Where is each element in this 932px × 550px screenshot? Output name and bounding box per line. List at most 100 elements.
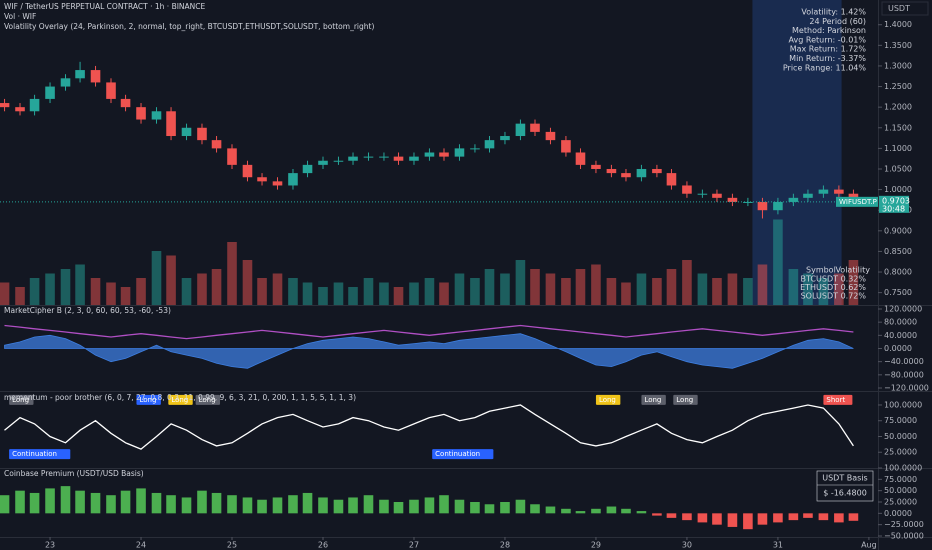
bar: [257, 278, 267, 305]
bar: [227, 242, 237, 305]
candle-body: [166, 111, 176, 137]
bar: [227, 495, 237, 514]
candle-body: [302, 164, 313, 174]
signal-box: [9, 449, 71, 460]
candle-body: [666, 173, 677, 186]
bar: [848, 513, 859, 521]
candle-body: [788, 197, 799, 202]
y-tick-label: 0.7500: [884, 288, 912, 297]
bar: [75, 264, 85, 305]
bar: [166, 255, 176, 305]
bar: [15, 490, 25, 514]
candle-body: [257, 177, 267, 182]
bar: [120, 287, 131, 305]
bar: [211, 269, 222, 305]
candle-body: [834, 189, 844, 194]
bar: [470, 502, 480, 514]
candle-body: [712, 193, 722, 198]
candle-body: [348, 156, 358, 161]
bar: [712, 513, 722, 525]
bar: [90, 492, 101, 514]
bar: [575, 269, 586, 305]
bar: [409, 282, 419, 305]
bar: [470, 278, 480, 305]
bar: [697, 273, 708, 305]
candle-body: [439, 152, 449, 157]
candle-body: [818, 189, 829, 194]
x-tick-label: 24: [136, 541, 146, 550]
bar: [515, 260, 526, 305]
price-label: 0.9703: [882, 196, 910, 205]
bar: [288, 278, 298, 305]
candle-body: [120, 98, 131, 108]
bar: [530, 504, 540, 514]
signal-box: [9, 394, 34, 405]
bar: [0, 495, 10, 514]
y-tick-label: 0.8500: [884, 247, 912, 256]
candle-body: [151, 111, 162, 120]
bar: [818, 278, 829, 305]
bar: [697, 513, 708, 523]
candle-body: [0, 103, 10, 108]
bar: [302, 282, 313, 305]
bar: [29, 278, 40, 305]
bar: [500, 273, 510, 305]
bar: [773, 513, 783, 523]
bar: [712, 278, 722, 305]
bar: [727, 513, 738, 527]
bar: [803, 513, 813, 518]
candle-body: [136, 107, 146, 120]
line: [4, 324, 854, 340]
bar: [348, 497, 358, 514]
signal-label: Long: [676, 396, 693, 404]
candle-body: [197, 127, 207, 141]
signal-box: [673, 394, 698, 405]
y-tick-label: 75.0000: [884, 475, 917, 484]
stats-line: Price Range: 11.04%: [783, 63, 867, 72]
stats-line: Method: Parkinson: [792, 26, 866, 35]
table-cell: 0.72%: [841, 292, 867, 301]
currency-box[interactable]: [881, 1, 929, 16]
candle-body: [757, 201, 768, 211]
bar: [136, 488, 146, 514]
bar: [106, 495, 116, 514]
bar: [60, 269, 71, 305]
signal-box: [823, 394, 853, 405]
candle-body: [484, 140, 495, 149]
bar: [666, 269, 677, 305]
y-tick-label: 1.3500: [884, 41, 912, 50]
candle-body: [363, 156, 374, 158]
x-tick-label: 31: [773, 541, 783, 550]
candle-body: [454, 148, 465, 157]
x-tick-label: 26: [318, 541, 328, 550]
price-label-box: [879, 195, 909, 213]
chart-title: WIF / TetherUS PERPETUAL CONTRACT · 1h ·…: [4, 2, 206, 11]
bar: [257, 499, 267, 514]
candle-body: [743, 201, 753, 203]
candle-body: [545, 131, 556, 141]
candle-body: [15, 107, 25, 112]
currency-label[interactable]: USDT: [888, 4, 910, 13]
bar: [318, 497, 328, 514]
bar: [530, 269, 540, 305]
basis-box: [816, 470, 874, 502]
y-tick-label: 0.8000: [884, 268, 912, 277]
candle-body: [500, 136, 510, 141]
candle-body: [409, 156, 419, 161]
bar: [757, 513, 768, 525]
signal-label: Continuation: [12, 450, 57, 458]
bar: [848, 260, 859, 305]
table-header: Volatility: [835, 266, 870, 275]
bar: [318, 287, 328, 305]
bar: [545, 506, 556, 514]
x-tick-label: 29: [591, 541, 601, 550]
candle-body: [379, 156, 389, 158]
bar: [621, 508, 631, 514]
x-tick-label: 25: [227, 541, 237, 550]
bar: [439, 282, 449, 305]
bar: [591, 264, 601, 305]
bar: [636, 273, 647, 305]
bar: [484, 269, 495, 305]
bar: [151, 492, 162, 514]
bar: [652, 278, 662, 305]
